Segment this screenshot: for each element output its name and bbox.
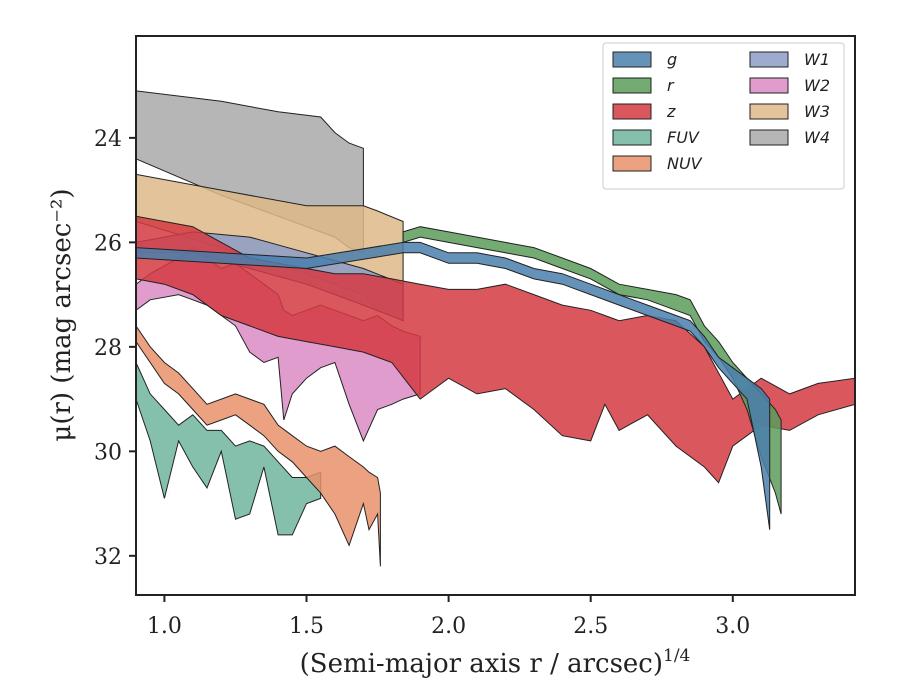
x-tick-label: 3.0 <box>715 614 750 639</box>
legend-label-r: r <box>667 76 675 95</box>
y-tick-label: 24 <box>94 127 122 152</box>
legend-swatch-w2 <box>749 77 789 94</box>
y-tick-label: 30 <box>94 440 122 465</box>
legend-label-g: g <box>667 50 677 69</box>
x-tick-label: 2.0 <box>431 614 466 639</box>
x-tick-label: 1.0 <box>147 614 182 639</box>
series-band-r <box>402 226 782 515</box>
y-tick-label: 28 <box>94 336 122 361</box>
legend-label-w2: W2 <box>804 76 830 95</box>
series-band-z <box>136 215 855 484</box>
legend-swatch-fuv <box>612 129 652 146</box>
y-axis-label: μ(r) (mag arcsec⁻²) <box>47 188 77 441</box>
legend-label-w3: W3 <box>804 102 830 121</box>
series-band-fuv <box>136 362 322 536</box>
legend-label-w4: W4 <box>804 128 830 147</box>
x-axis-label: (Semi-major axis r / arcsec)1/4 <box>300 646 691 679</box>
x-axis-label-text: (Semi-major axis r / arcsec) <box>300 649 663 679</box>
legend-swatch-z <box>612 103 652 120</box>
legend-swatch-r <box>612 77 652 94</box>
y-tick-label: 26 <box>94 231 122 256</box>
legend-swatch-w4 <box>749 129 789 146</box>
legend-swatch-g <box>612 51 652 68</box>
x-axis-label-superscript: 1/4 <box>663 646 690 666</box>
legend-swatch-w1 <box>749 51 789 68</box>
x-axis: 1.0 1.5 2.0 2.5 3.0 <box>147 595 750 639</box>
legend-label-fuv: FUV <box>667 128 700 147</box>
x-tick-label: 1.5 <box>289 614 324 639</box>
legend-label-w1: W1 <box>804 50 830 69</box>
y-tick-label: 32 <box>94 545 122 570</box>
series-layer <box>136 90 855 567</box>
legend-label-z: z <box>666 102 676 121</box>
series-band-nuv <box>136 325 381 567</box>
x-tick-label: 2.5 <box>573 614 608 639</box>
legend-swatch-w3 <box>749 103 789 120</box>
plot-frame <box>135 35 856 596</box>
series-band-g <box>136 241 771 530</box>
legend: grz FUV NUV W1 W2 W3 W4 <box>602 42 845 190</box>
y-axis: 24 26 28 30 32 <box>94 127 136 570</box>
legend-swatch-nuv <box>612 155 652 172</box>
legend-label-nuv: NUV <box>667 154 703 173</box>
